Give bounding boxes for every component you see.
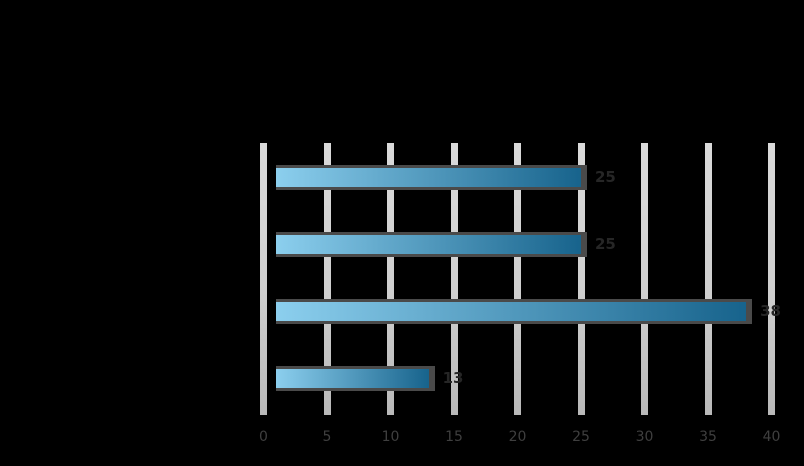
bar-3 bbox=[276, 298, 753, 324]
bar-value-label-3: 38 bbox=[760, 302, 781, 320]
x-tick-label: 0 bbox=[259, 429, 268, 445]
gridline-x-0 bbox=[260, 143, 267, 415]
bar-value-label-1: 25 bbox=[595, 168, 616, 186]
gridline-x-30 bbox=[641, 143, 648, 415]
x-tick-label: 30 bbox=[635, 429, 654, 445]
gridline-x-5 bbox=[323, 143, 331, 415]
gridline-x-35 bbox=[704, 143, 712, 415]
x-tick-label: 5 bbox=[322, 429, 332, 445]
gridline-x-25 bbox=[577, 143, 585, 415]
x-tick-label: 20 bbox=[508, 429, 527, 445]
bar-2 bbox=[276, 231, 587, 257]
x-tick-label: 25 bbox=[572, 429, 590, 445]
x-tick-label: 40 bbox=[762, 429, 781, 445]
bar-value-label-4: 13 bbox=[442, 369, 464, 387]
gridline-x-15 bbox=[450, 143, 458, 415]
x-tick-label: 35 bbox=[699, 429, 717, 445]
x-tick-label: 15 bbox=[445, 429, 463, 445]
bar-value-label-2: 25 bbox=[595, 235, 616, 253]
x-tick-label: 10 bbox=[381, 429, 400, 445]
gridline-x-20 bbox=[514, 143, 521, 415]
bar-4 bbox=[276, 365, 435, 391]
bar-1 bbox=[276, 164, 587, 190]
gridline-x-10 bbox=[387, 143, 394, 415]
gridline-x-40 bbox=[768, 143, 775, 415]
